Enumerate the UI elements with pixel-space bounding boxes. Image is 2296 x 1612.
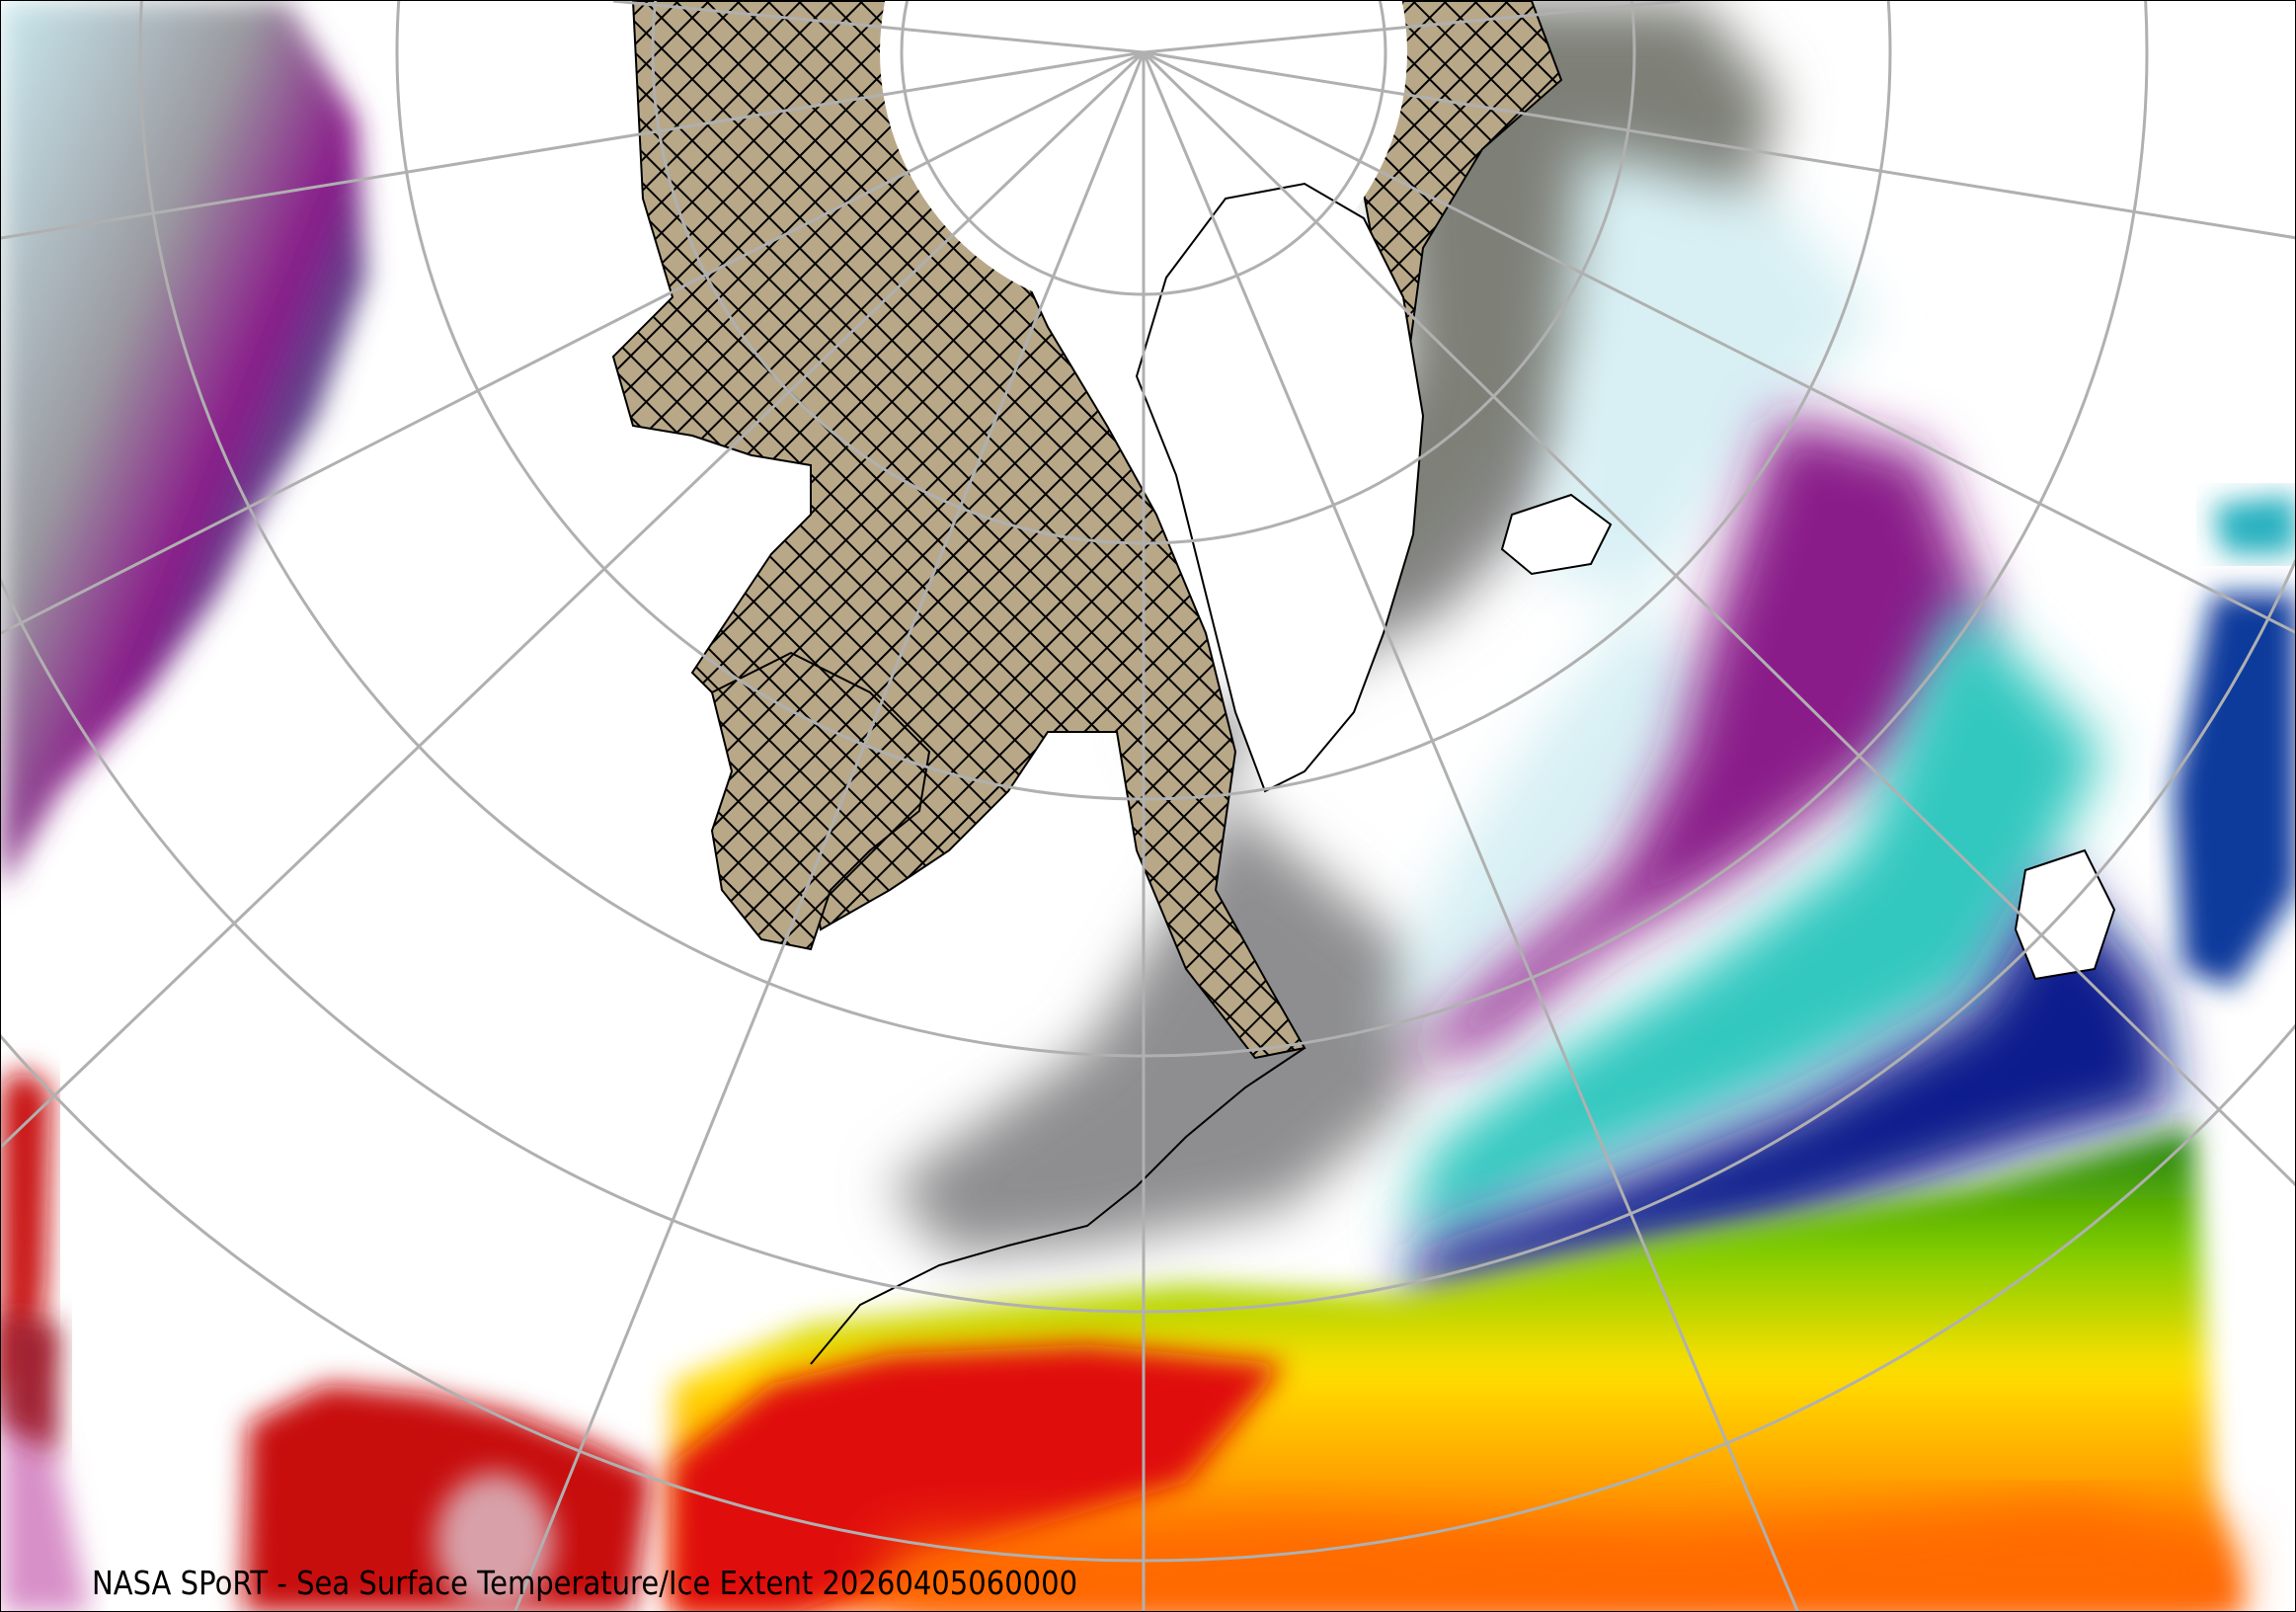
bay-of-biscay: [2174, 594, 2295, 989]
iceland: [1500, 493, 1613, 576]
north-atlantic-purple: [1403, 416, 1986, 1068]
gulf-stream-core: [673, 1344, 1285, 1611]
north-america-east-coast: [810, 1047, 1306, 1365]
gulf-cool-eddy: [435, 1473, 554, 1611]
subtropical-orange: [890, 1502, 2233, 1611]
labrador-sea-ice: [890, 357, 1601, 1255]
pacific-ocean: [1, 1, 366, 890]
north-atlantic-blue: [1403, 870, 2174, 1305]
map-caption: NASA SPoRT - Sea Surface Temperature/Ice…: [92, 1564, 1078, 1602]
greenland: [1135, 182, 1425, 793]
land-layer: [810, 182, 2116, 1365]
north-sea-cyan: [2213, 495, 2295, 554]
arctic-archipelago-ice: [611, 1, 1306, 1060]
north-atlantic-cold: [1384, 149, 1877, 1038]
north-atlantic-cyan: [1403, 594, 2104, 1236]
eastern-pacific-rose: [1, 1315, 60, 1453]
eastern-pacific-cool: [1, 1384, 90, 1611]
hudson-bay-ice: [710, 651, 931, 951]
